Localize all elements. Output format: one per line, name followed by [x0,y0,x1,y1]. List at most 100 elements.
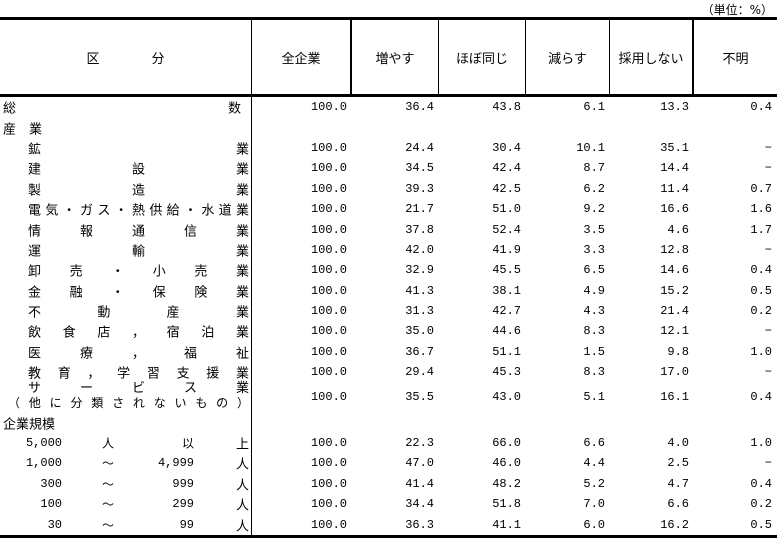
value-cell: 100.0 [310,181,347,196]
value-cell: 0.2 [750,497,772,512]
value-cell: 6.0 [583,517,605,532]
value-cell: 0.5 [750,517,772,532]
value-cell: 51.0 [492,202,521,217]
size-from: 300 [40,476,62,491]
value-cell: 16.2 [660,517,689,532]
label-text: 不 動 産 業 [28,305,249,321]
row-label: 運 輸 業 [0,239,252,261]
value-cell: 32.9 [405,263,434,278]
value-cell: 0.4 [750,100,772,115]
size-separator: 〜 [102,477,115,492]
value-cell: 4.4 [583,456,605,471]
value-cell: 4.7 [667,476,689,491]
value-cell: 100.0 [310,283,347,298]
value-cell: 9.8 [667,344,689,359]
table-row: サ ー ビ ス 業（ 他 に 分 類 さ れ な い も の ） 100.0 35.… [0,381,777,413]
value-cell: 100.0 [310,390,347,405]
size-from: 100 [40,497,62,512]
table-row: 卸 売 ・ 小 売 業 100.0 32.9 45.5 6.5 14.6 0.4 [0,260,777,281]
value-cell: 100.0 [310,202,347,217]
value-cell: 41.9 [492,242,521,257]
label-text: 医 療 ， 福 祉 [28,346,249,362]
table-row: 企業規模 [0,412,777,433]
value-cell: 38.1 [492,283,521,298]
label-text: サ ー ビ ス 業 [28,381,249,397]
value-cell: 3.3 [583,242,605,257]
row-label: 情 報 通 信 業 [0,219,252,240]
row-label: 医 療 ， 福 祉 [0,341,252,363]
value-cell: 45.3 [492,365,521,380]
value-cell: 48.2 [492,476,521,491]
value-cell: 12.8 [660,242,689,257]
value-cell: 1.0 [750,344,772,359]
row-label: 製 造 業 [0,178,252,199]
value-cell: 36.4 [405,100,434,115]
label-text: 総 数 [3,101,241,117]
value-cell: 36.7 [405,344,434,359]
value-cell: 100.0 [310,100,347,115]
value-cell: 42.5 [492,181,521,196]
value-cell: 39.3 [405,181,434,196]
table-row: 産 業 [0,117,777,138]
value-cell: 44.6 [492,324,521,339]
service-label: サ ー ビ ス 業（ 他 に 分 類 さ れ な い も の ） [8,381,249,411]
size-separator: 〜 [102,497,115,512]
value-cell: 4.9 [583,283,605,298]
size-suffix: 人 [235,478,249,494]
value-cell: 14.4 [660,161,689,176]
header-increase: 増やす [352,20,439,94]
value-cell: 37.8 [405,222,434,237]
label-text: 電気・ガス・熱供給・水道業 [28,203,249,219]
size-suffix: 人 [235,457,249,473]
header-no-hiring: 採用しない [610,20,694,94]
size-from: 30 [47,517,62,532]
table-row: 総 数 100.0 36.4 43.8 6.1 13.3 0.4 [0,97,777,118]
label-text: 運 輸 業 [28,244,249,260]
value-cell: 6.6 [667,497,689,512]
label-text: 情 報 通 信 業 [28,224,249,240]
table-body: 総 数 100.0 36.4 43.8 6.1 13.3 0.4 産 業鉱 業 100.0 24.… [0,97,777,538]
row-label: 30 〜 99 人 [0,514,252,535]
value-cell: 4.6 [667,222,689,237]
value-cell: 5.1 [583,390,605,405]
section-heading: 企業規模 [3,417,56,433]
value-cell: 17.0 [660,365,689,380]
row-label: 300 〜 999 人 [0,473,252,495]
value-cell: 15.2 [660,283,689,298]
value-cell: 100.0 [310,344,347,359]
value-cell: 100.0 [310,476,347,491]
value-cell: 0.5 [750,283,772,298]
value-cell: 0.4 [750,476,772,491]
value-cell: − [764,161,772,176]
value-cell: 4.3 [583,304,605,319]
value-cell: 100.0 [310,517,347,532]
value-cell: 100.0 [310,497,347,512]
value-cell: 8.3 [583,365,605,380]
unit-note: （単位：%） [701,3,773,17]
value-cell: 6.2 [583,181,605,196]
size-from: 5,000 [25,436,62,451]
value-cell: 46.0 [492,456,521,471]
header-all-companies: 全企業 [252,20,352,94]
value-cell: 66.0 [492,436,521,451]
value-cell: − [764,456,772,471]
value-cell: 100.0 [310,222,347,237]
row-label: 総 数 [0,97,252,118]
table-row: 電気・ガス・熱供給・水道業 100.0 21.7 51.0 9.2 16.6 1.6 [0,198,777,220]
value-cell: − [764,324,772,339]
table-row: 医 療 ， 福 祉 100.0 36.7 51.1 1.5 9.8 1.0 [0,341,777,363]
value-cell: 14.6 [660,263,689,278]
value-cell: 16.6 [660,202,689,217]
value-cell: 4.0 [667,436,689,451]
value-cell: 31.3 [405,304,434,319]
value-cell: 41.3 [405,283,434,298]
value-cell: 35.5 [405,390,434,405]
value-cell: 100.0 [310,436,347,451]
table-row: 不 動 産 業 100.0 31.3 42.7 4.3 21.4 0.2 [0,300,777,322]
size-to: 以 [181,437,194,452]
table-row: 運 輸 業 100.0 42.0 41.9 3.3 12.8 − [0,239,777,261]
value-cell: 43.0 [492,390,521,405]
value-cell: 41.4 [405,476,434,491]
value-cell: 3.5 [583,222,605,237]
table-row: 教 育 ， 学 習 支 援 業 100.0 29.4 45.3 8.3 17.0 − [0,362,777,383]
